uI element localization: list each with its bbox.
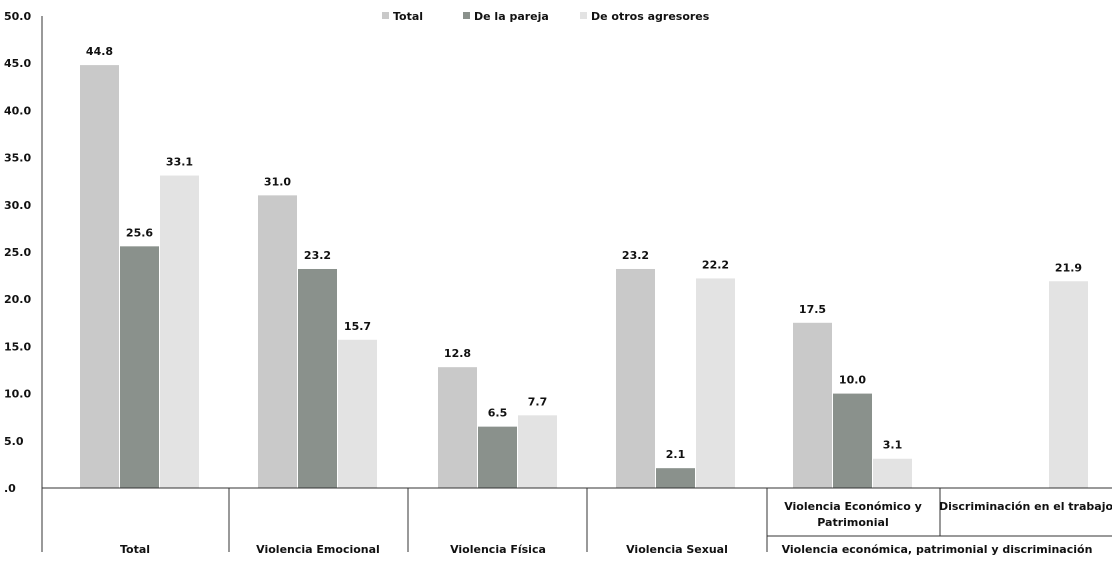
legend-label: Total xyxy=(393,10,423,23)
data-label: 12.8 xyxy=(444,347,471,360)
bar-total xyxy=(616,268,655,488)
data-label: 23.2 xyxy=(622,249,649,262)
legend-label: De otros agresores xyxy=(591,10,710,23)
y-tick-label: 10.0 xyxy=(4,388,31,401)
bar-de-otros-agresores xyxy=(873,458,912,488)
bar-de-otros-agresores xyxy=(160,175,199,488)
legend-label: De la pareja xyxy=(474,10,549,23)
category-label: Discriminación en el trabajo xyxy=(939,500,1112,513)
category-label: Total xyxy=(120,543,150,556)
data-label: 17.5 xyxy=(799,303,826,316)
category-label: Patrimonial xyxy=(817,516,888,529)
bar-de-otros-agresores xyxy=(1049,281,1088,488)
y-tick-label: 30.0 xyxy=(4,199,31,212)
y-tick-label: 40.0 xyxy=(4,104,31,117)
data-label: 31.0 xyxy=(264,175,291,188)
y-tick-label: 15.0 xyxy=(4,340,31,353)
y-tick-label: 45.0 xyxy=(4,57,31,70)
bar-de-la-pareja xyxy=(833,393,872,488)
data-label: 44.8 xyxy=(86,45,113,58)
data-label: 15.7 xyxy=(344,320,371,333)
y-tick-label: 5.0 xyxy=(4,435,24,448)
bar-total xyxy=(793,322,832,488)
data-label: 7.7 xyxy=(528,395,548,408)
legend-swatch xyxy=(382,12,389,19)
data-label: 33.1 xyxy=(166,156,193,169)
bar-de-la-pareja xyxy=(120,246,159,488)
bar-de-la-pareja xyxy=(298,268,337,488)
bar-de-otros-agresores xyxy=(696,278,735,488)
data-label: 22.2 xyxy=(702,258,729,271)
data-label: 3.1 xyxy=(883,439,903,452)
y-tick-label: .0 xyxy=(4,482,16,495)
data-label: 25.6 xyxy=(126,226,153,239)
bar-total xyxy=(438,367,477,488)
data-label: 23.2 xyxy=(304,249,331,262)
y-tick-label: 50.0 xyxy=(4,10,31,23)
bar-de-la-pareja xyxy=(478,426,517,488)
bar-total xyxy=(258,195,297,489)
category-label: Violencia Sexual xyxy=(626,543,728,556)
bar-de-otros-agresores xyxy=(518,415,557,488)
legend-swatch xyxy=(463,12,470,19)
y-tick-label: 35.0 xyxy=(4,152,31,165)
category-label: Violencia económica, patrimonial y discr… xyxy=(782,543,1093,556)
data-label: 2.1 xyxy=(666,448,686,461)
y-tick-label: 20.0 xyxy=(4,293,31,306)
bar-de-la-pareja xyxy=(656,468,695,488)
data-label: 6.5 xyxy=(488,407,508,420)
y-tick-label: 25.0 xyxy=(4,246,31,259)
bar-total xyxy=(80,65,119,488)
category-label: Violencia Física xyxy=(450,543,546,556)
category-label: Violencia Económico y xyxy=(784,500,922,513)
category-label: Violencia Emocional xyxy=(256,543,380,556)
data-label: 10.0 xyxy=(839,374,866,387)
data-label: 21.9 xyxy=(1055,261,1082,274)
bar-de-otros-agresores xyxy=(338,339,377,488)
legend-swatch xyxy=(580,12,587,19)
